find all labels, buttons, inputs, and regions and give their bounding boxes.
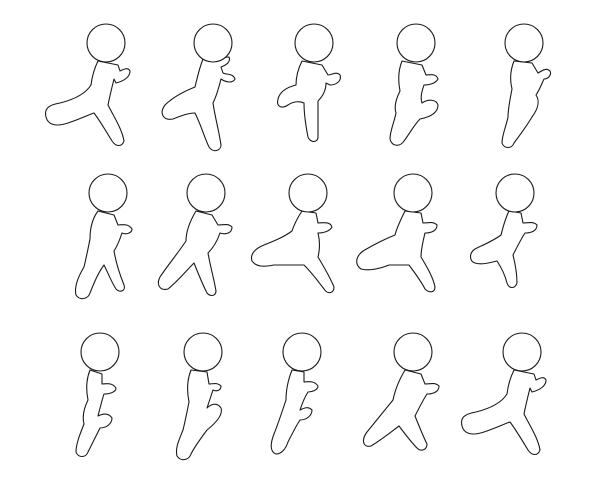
- figure-head: [282, 332, 322, 372]
- figure-body: [469, 210, 538, 289]
- figure-frame-r3c3: [270, 332, 322, 455]
- figure-head: [186, 173, 226, 213]
- figure-body: [277, 60, 341, 143]
- figure-body: [175, 369, 222, 461]
- figure-body: [270, 369, 319, 455]
- figure-frame-r2c4: [356, 173, 438, 293]
- figure-frame-r3c4: [362, 332, 440, 451]
- figure-head: [393, 332, 433, 372]
- figure-frame-r3c2: [175, 332, 223, 461]
- figure-head: [288, 173, 328, 213]
- figure-frame-r2c2: [157, 173, 233, 297]
- figure-head: [86, 23, 126, 63]
- figure-frame-r2c3: [250, 173, 335, 294]
- figure-head: [193, 23, 233, 63]
- figure-head: [396, 23, 436, 63]
- figure-body: [362, 369, 440, 451]
- figure-body: [250, 210, 335, 294]
- figure-frame-r2c1: [74, 173, 133, 300]
- figure-head: [504, 23, 544, 63]
- figure-frame-r1c4: [389, 23, 439, 146]
- figure-body: [460, 369, 547, 456]
- figure-frame-r1c2: [161, 23, 236, 152]
- figure-head: [183, 332, 223, 372]
- figure-frame-r1c5: [501, 23, 552, 149]
- figure-frame-r3c5: [460, 332, 547, 456]
- figure-head: [393, 173, 433, 213]
- figure-frame-r1c1: [44, 23, 131, 147]
- figure-head: [80, 332, 120, 372]
- figure-body: [44, 60, 131, 147]
- figure-frame-r3c1: [75, 332, 120, 458]
- figure-body: [356, 210, 438, 293]
- figure-body: [161, 56, 236, 152]
- figure-body: [74, 210, 133, 300]
- figure-head: [88, 173, 128, 213]
- figure-body: [157, 210, 233, 297]
- figure-head: [495, 173, 535, 213]
- figure-head: [502, 332, 542, 372]
- figure-head: [294, 23, 334, 63]
- figure-body: [389, 60, 439, 146]
- figure-frame-r2c5: [469, 173, 538, 289]
- figure-frame-r1c3: [277, 23, 341, 143]
- figure-body: [75, 369, 117, 458]
- figure-body: [501, 60, 552, 149]
